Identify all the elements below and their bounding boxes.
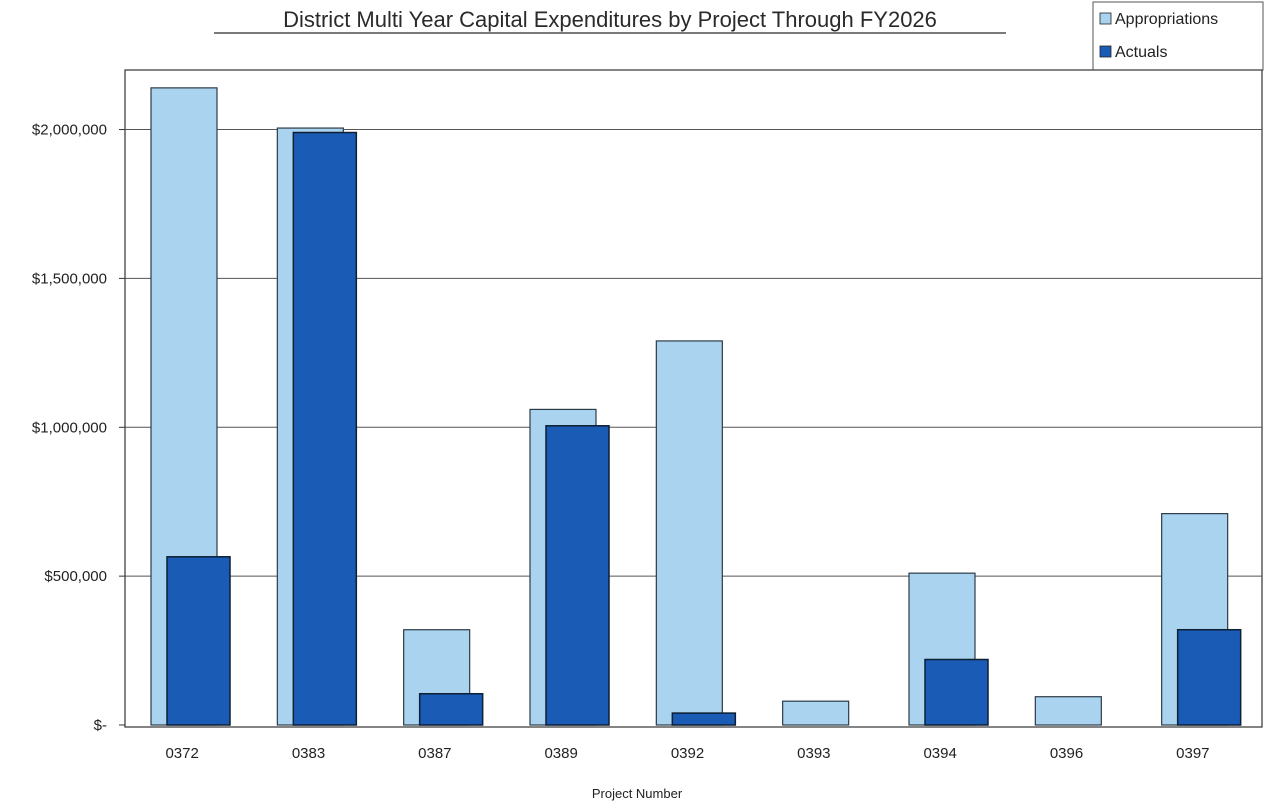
- chart-title: District Multi Year Capital Expenditures…: [283, 7, 937, 32]
- x-tick-label-0387: 0387: [418, 745, 451, 762]
- x-tick-label-0383: 0383: [292, 745, 325, 762]
- x-tick-label-0396: 0396: [1050, 745, 1083, 762]
- bar-actuals-0383: [292, 131, 358, 726]
- y-tick-label-4: $2,000,000: [32, 122, 107, 139]
- x-tick-label-0394: 0394: [923, 745, 956, 762]
- bar-appropriations-0396: [1034, 696, 1102, 726]
- bar-actuals-0389: [545, 425, 610, 726]
- bar-actuals-0372: [166, 556, 231, 726]
- bar-appropriations-0393: [782, 700, 850, 726]
- legend-label-appropriations: Appropriations: [1115, 11, 1218, 28]
- bar-actuals-0397: [1176, 628, 1242, 726]
- x-axis-title: Project Number: [592, 786, 683, 801]
- x-tick-label-0372: 0372: [165, 745, 198, 762]
- y-tick-label-1: $500,000: [44, 568, 107, 585]
- legend-label-actuals: Actuals: [1115, 44, 1167, 61]
- legend-swatch-appropriations: [1099, 12, 1112, 25]
- legend-swatch-actuals: [1099, 45, 1112, 58]
- x-axis-ticks: 0372 0383 0387 0389 0392 0393 0394 0396 0397: [165, 745, 1209, 762]
- y-tick-label-0: $-: [94, 717, 107, 734]
- x-tick-label-0392: 0392: [671, 745, 704, 762]
- bar-actuals-0394: [924, 658, 989, 726]
- y-tick-label-3: $1,500,000: [32, 270, 107, 287]
- bars: [150, 87, 1242, 726]
- x-tick-label-0389: 0389: [544, 745, 577, 762]
- y-tick-label-2: $1,000,000: [32, 419, 107, 436]
- x-tick-label-0397: 0397: [1176, 745, 1209, 762]
- x-tick-label-0393: 0393: [797, 745, 830, 762]
- legend: Appropriations Actuals: [1092, 1, 1264, 71]
- bar-actuals-0387: [418, 692, 484, 726]
- y-axis-ticks: $- $500,000 $1,000,000 $1,500,000 $2,000,000: [32, 122, 125, 734]
- bar-appropriations-0392: [655, 340, 723, 726]
- bar-actuals-0392: [671, 712, 737, 726]
